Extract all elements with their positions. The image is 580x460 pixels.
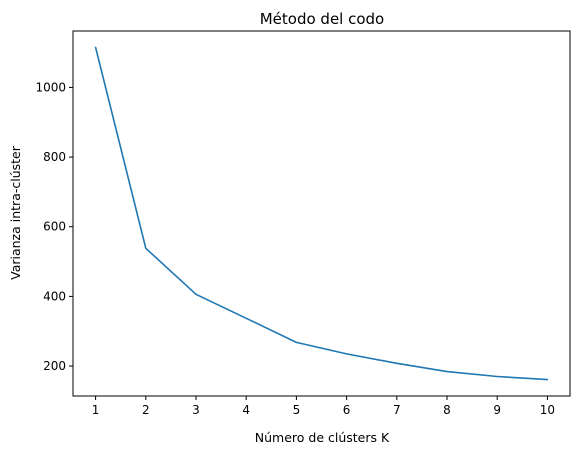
x-tick-label: 2 — [142, 403, 150, 417]
series-line — [94, 46, 549, 381]
x-axis-ticks: 1 2 3 4 5 6 7 8 9 10 — [92, 396, 555, 417]
y-axis-ticks: 200 400 600 800 1000 — [35, 80, 73, 373]
y-tick-label: 600 — [43, 220, 66, 234]
x-tick-label: 1 — [92, 403, 100, 417]
y-axis-label: Varianza intra-clúster — [8, 145, 23, 280]
x-axis-label: Número de clústers K — [255, 430, 390, 445]
x-tick-label: 5 — [293, 403, 301, 417]
x-tick-label: 9 — [493, 403, 501, 417]
x-tick-label: 4 — [242, 403, 250, 417]
x-tick-label: 7 — [393, 403, 401, 417]
y-tick-label: 400 — [43, 289, 66, 303]
x-tick-label: 6 — [343, 403, 351, 417]
plot-area: 1 2 3 4 5 6 7 8 9 10 200 400 600 800 1000 — [35, 30, 571, 417]
x-tick-label: 10 — [540, 403, 555, 417]
x-tick-label: 8 — [443, 403, 451, 417]
y-tick-label: 200 — [43, 359, 66, 373]
chart-title: Método del codo — [260, 10, 385, 28]
y-tick-label: 1000 — [35, 80, 66, 94]
x-tick-label: 3 — [192, 403, 200, 417]
plot-frame — [72, 30, 571, 397]
y-tick-label: 800 — [43, 150, 66, 164]
